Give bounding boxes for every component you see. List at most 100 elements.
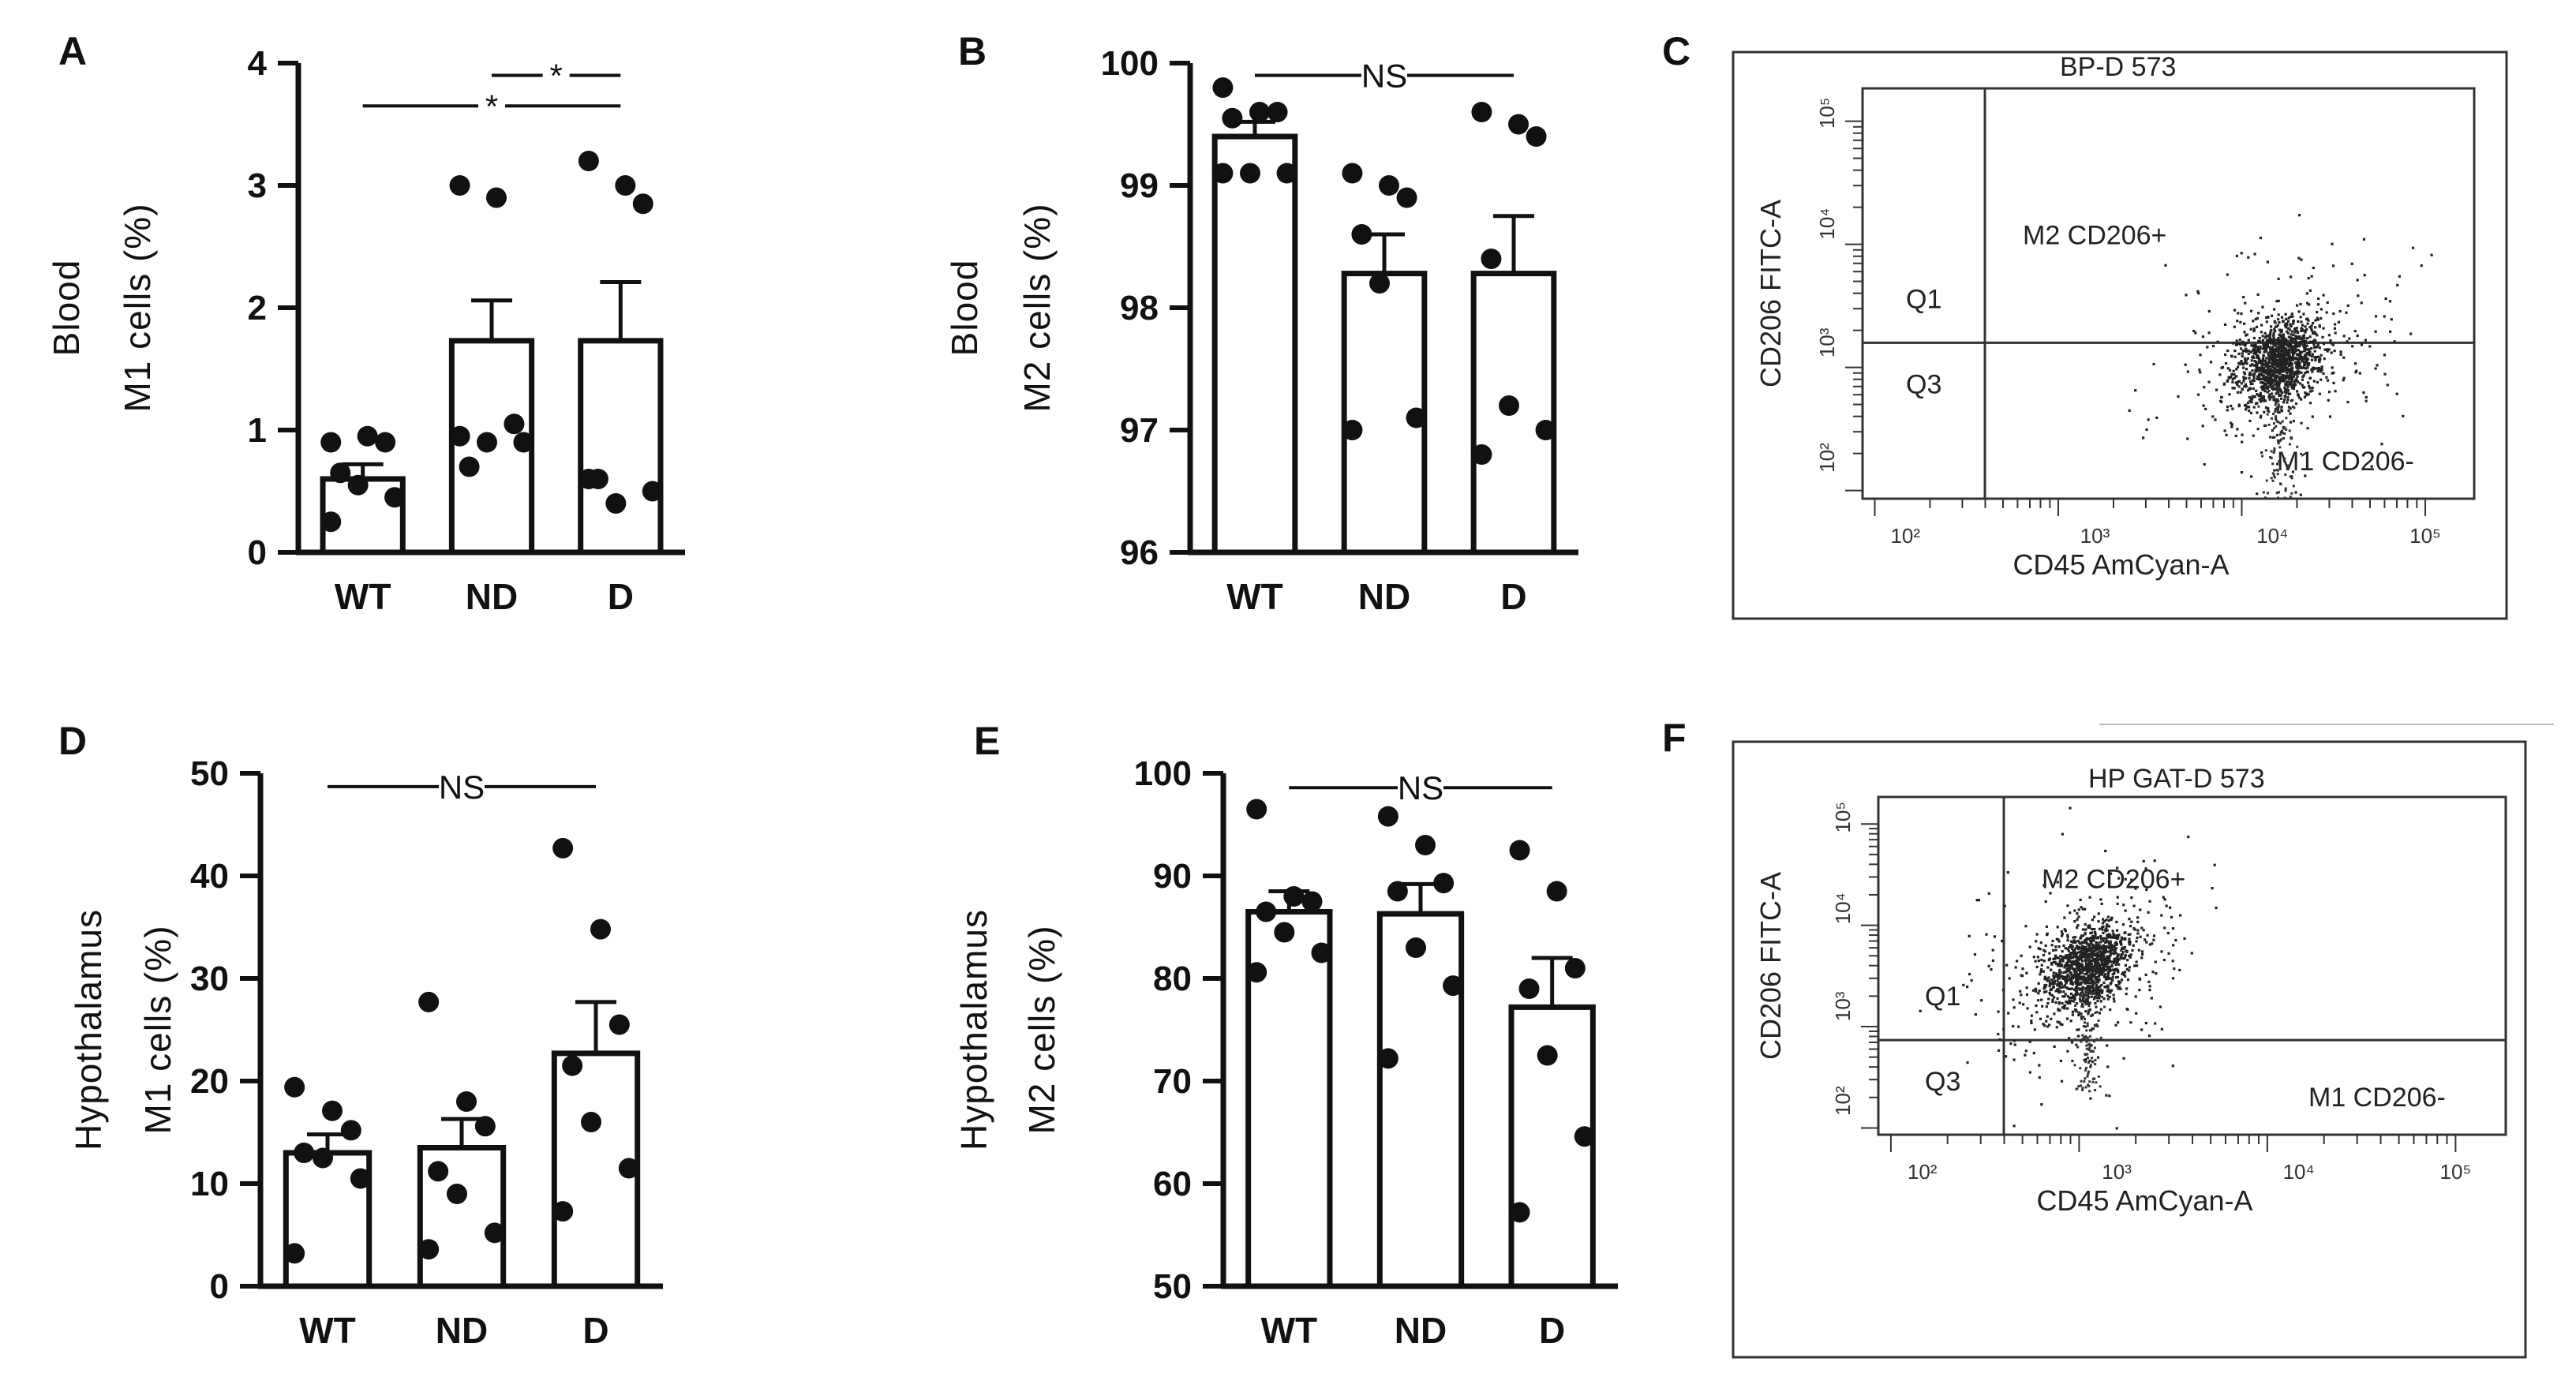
panel-c-event-dot	[2272, 380, 2275, 383]
panel-f-event-dot	[2125, 992, 2128, 996]
panel-c-event-dot	[2260, 399, 2263, 402]
panel-f-event-dot	[2089, 1038, 2092, 1042]
panel-c-event-dot	[2420, 264, 2423, 267]
panel-f-event-dot	[2091, 918, 2095, 922]
panel-f-event-dot	[2059, 1059, 2062, 1063]
panel-c-event-dot	[2286, 320, 2290, 323]
panel-f-event-dot	[2073, 909, 2076, 912]
panel-c-event-dot	[2218, 373, 2222, 376]
panel-e-data-point	[1537, 1045, 1558, 1066]
panel-c-event-dot	[2260, 372, 2263, 376]
panel-b-data-point	[1267, 102, 1288, 122]
panel-c-event-dot	[2257, 405, 2260, 408]
panel-f-event-dot	[2098, 973, 2101, 976]
panel-f-event-dot	[2035, 933, 2039, 936]
panel-c-event-dot	[2430, 253, 2433, 256]
panel-f-event-dot	[2088, 1029, 2091, 1032]
panel-f-event-dot	[2109, 969, 2112, 972]
panel-c-event-dot	[2283, 357, 2287, 360]
panel-f-event-dot	[2138, 989, 2141, 992]
panel-f-event-dot	[2166, 931, 2170, 935]
panel-f-event-dot	[2091, 982, 2095, 986]
panel-f-event-dot	[2105, 968, 2108, 971]
panel-f-event-dot	[2070, 987, 2074, 990]
panel-d-y-tick-label: 50	[190, 754, 229, 793]
panel-f-event-dot	[2071, 975, 2074, 978]
panel-f-event-dot	[2111, 976, 2114, 979]
panel-f-event-dot	[2076, 956, 2080, 959]
panel-f-event-dot	[2147, 980, 2151, 983]
panel-f-event-dot	[2056, 881, 2059, 884]
panel-f-event-dot	[2069, 996, 2072, 1000]
panel-f-event-dot	[2097, 920, 2100, 923]
panel-f-event-dot	[2070, 973, 2073, 976]
panel-c-event-dot	[2290, 324, 2293, 327]
panel-f-event-dot	[2104, 976, 2107, 979]
panel-f-event-dot	[2042, 884, 2046, 887]
panel-f-event-dot	[2081, 1034, 2084, 1037]
panel-c-event-dot	[2275, 433, 2279, 436]
panel-f-event-dot	[2091, 952, 2094, 955]
panel-f-event-dot	[2069, 1001, 2072, 1005]
panel-f-event-dot	[2110, 935, 2114, 938]
panel-f-event-dot	[2114, 957, 2117, 960]
panel-f-event-dot	[2091, 973, 2094, 976]
panel-f-event-dot	[2068, 999, 2071, 1002]
panel-letter-d: D	[58, 719, 87, 763]
panel-b-y-axis-title-line2: M2 cells (%)	[1017, 203, 1058, 412]
panel-c-event-dot	[2280, 438, 2283, 441]
panel-f-event-dot	[2112, 933, 2115, 937]
panel-f-event-dot	[2114, 941, 2117, 944]
panel-f-event-dot	[2076, 1028, 2079, 1031]
panel-f-event-dot	[2089, 1097, 2092, 1100]
panel-c-event-dot	[2260, 394, 2263, 398]
panel-f-event-dot	[2074, 988, 2077, 991]
panel-f-event-dot	[2084, 938, 2087, 942]
panel-c-event-dot	[2301, 366, 2305, 369]
panel-c-event-dot	[2325, 376, 2328, 379]
panel-f-event-dot	[2065, 975, 2069, 978]
panel-f-event-dot	[2060, 958, 2063, 961]
panel-f-event-dot	[2033, 1028, 2036, 1031]
panel-b-data-point	[1240, 163, 1260, 184]
panel-f-event-dot	[2145, 888, 2148, 892]
panel-f-event-dot	[2025, 986, 2028, 990]
panel-f-event-dot	[2116, 961, 2119, 964]
panel-f-event-dot	[2088, 1090, 2091, 1093]
panel-f-event-dot	[2106, 973, 2110, 976]
panel-c-event-dot	[2331, 343, 2334, 346]
panel-f-event-dot	[2094, 933, 2097, 936]
panel-c-event-dot	[2331, 264, 2335, 267]
panel-c-event-dot	[2264, 377, 2268, 381]
panel-c-event-dot	[2252, 329, 2256, 333]
panel-f-event-dot	[2089, 1064, 2092, 1067]
panel-f-event-dot	[2091, 1013, 2095, 1016]
panel-f-event-dot	[2074, 974, 2077, 977]
panel-d-data-point	[456, 1091, 477, 1112]
panel-f-event-dot	[2090, 956, 2093, 959]
panel-a-data-point	[320, 511, 342, 533]
panel-c-event-dot	[2278, 378, 2282, 382]
panel-f-event-dot	[2130, 896, 2133, 900]
panel-f-event-dot	[2110, 948, 2113, 952]
panel-a-y-tick-label: 0	[248, 533, 267, 572]
panel-e-y-tick-label: 50	[1153, 1267, 1192, 1306]
panel-c-event-dot	[2277, 346, 2281, 349]
panel-f-event-dot	[2043, 975, 2046, 978]
panel-f-event-dot	[2057, 977, 2060, 980]
panel-f-event-dot	[2097, 980, 2100, 984]
panel-f-event-dot	[2040, 958, 2043, 962]
panel-f-event-dot	[2074, 953, 2077, 956]
panel-f-event-dot	[2099, 967, 2102, 971]
panel-f-quadrant-upper-right: M2 CD206+	[2042, 865, 2185, 895]
panel-f-event-dot	[2070, 960, 2073, 964]
panel-f-event-dot	[2095, 1011, 2099, 1014]
panel-f-event-dot	[2089, 967, 2092, 971]
panel-c-event-dot	[2290, 347, 2294, 350]
panel-c-event-dot	[2264, 361, 2267, 364]
panel-c-event-dot	[2291, 315, 2294, 318]
panel-f-event-dot	[2130, 878, 2133, 881]
panel-f-event-dot	[2039, 1017, 2042, 1020]
panel-c-event-dot	[2246, 401, 2250, 405]
panel-f-event-dot	[2086, 981, 2089, 985]
